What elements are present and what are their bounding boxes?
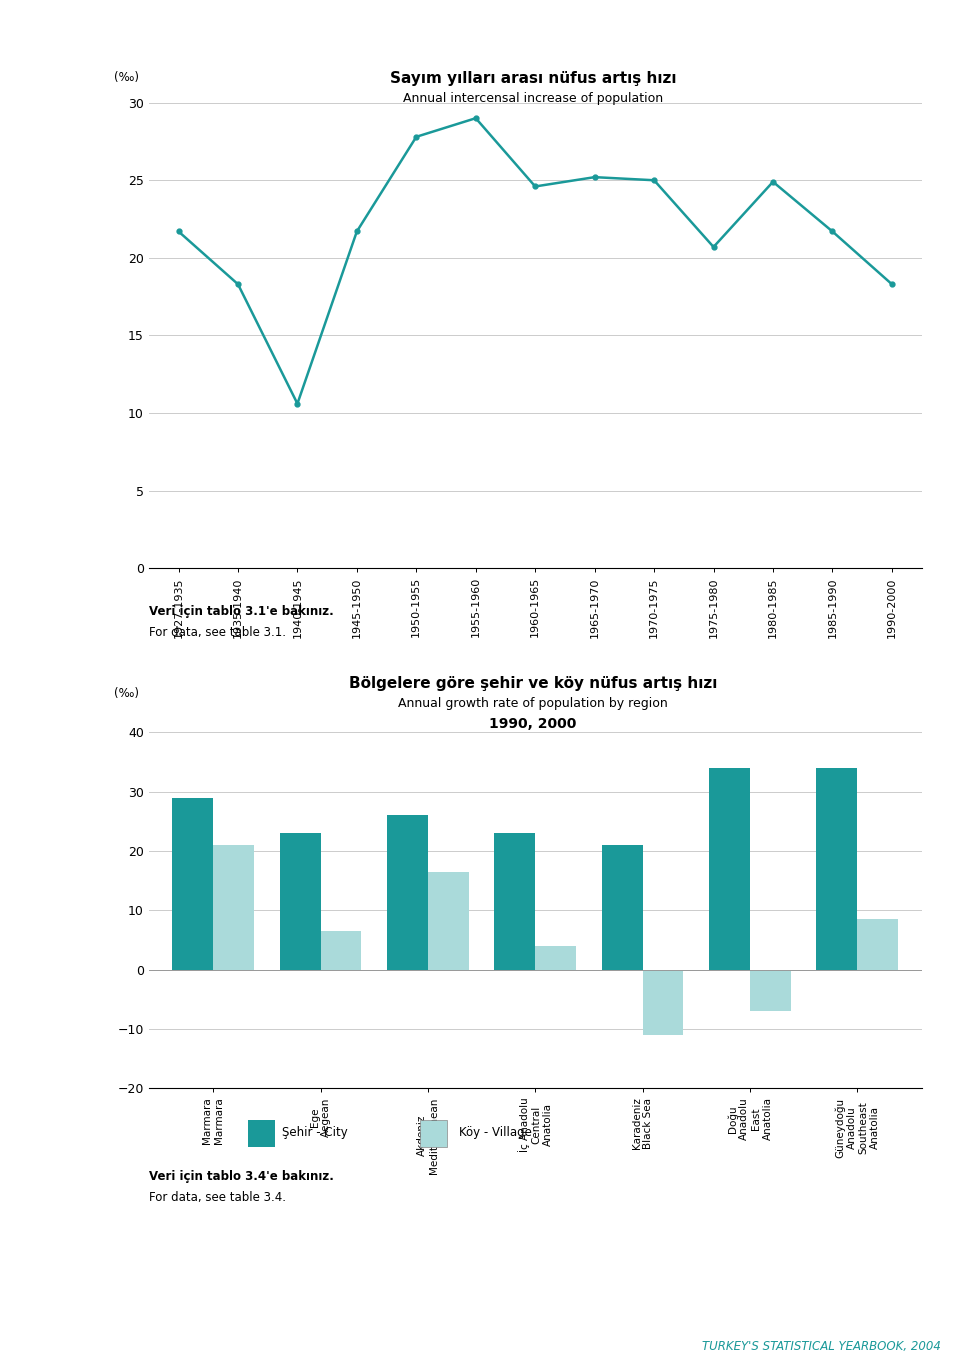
Bar — [816, 768, 857, 969]
Text: Annual growth rate of population by region: Annual growth rate of population by regi… — [398, 697, 667, 709]
Bar — [857, 920, 898, 969]
Bar — [709, 768, 750, 969]
Text: Annual intercensal increase of population: Annual intercensal increase of populatio… — [403, 92, 662, 104]
Bar — [387, 816, 428, 969]
Text: For data, see table 3.1.: For data, see table 3.1. — [149, 626, 286, 638]
Text: Population: Population — [2, 255, 17, 346]
Bar — [173, 798, 213, 969]
Bar — [279, 834, 321, 969]
Bar — [213, 845, 254, 969]
Bar — [602, 845, 642, 969]
Text: For data, see table 3.4.: For data, see table 3.4. — [149, 1191, 286, 1203]
Bar — [321, 931, 361, 969]
Text: (‰): (‰) — [114, 687, 139, 701]
Text: Bölgelere göre şehir ve köy nüfus artış hızı: Bölgelere göre şehir ve köy nüfus artış … — [348, 676, 717, 691]
Bar — [750, 969, 791, 1012]
Text: 1990, 2000: 1990, 2000 — [489, 717, 577, 731]
Text: TURKEY'S STATISTICAL YEARBOOK, 2004: TURKEY'S STATISTICAL YEARBOOK, 2004 — [702, 1340, 941, 1353]
Text: Şehir - City: Şehir - City — [282, 1125, 348, 1139]
Text: (‰): (‰) — [114, 71, 139, 84]
Bar — [428, 872, 468, 969]
FancyBboxPatch shape — [248, 1120, 275, 1147]
Bar — [494, 834, 535, 969]
Bar — [536, 946, 576, 969]
Text: Veri için tablo 3.1'e bakınız.: Veri için tablo 3.1'e bakınız. — [149, 605, 333, 617]
Text: 32: 32 — [54, 1338, 81, 1355]
Text: Köy - Village: Köy - Village — [459, 1125, 532, 1139]
Bar — [642, 969, 684, 1035]
FancyBboxPatch shape — [420, 1120, 447, 1147]
Text: Sayım yılları arası nüfus artış hızı: Sayım yılları arası nüfus artış hızı — [390, 71, 676, 86]
Text: Veri için tablo 3.4'e bakınız.: Veri için tablo 3.4'e bakınız. — [149, 1170, 334, 1183]
